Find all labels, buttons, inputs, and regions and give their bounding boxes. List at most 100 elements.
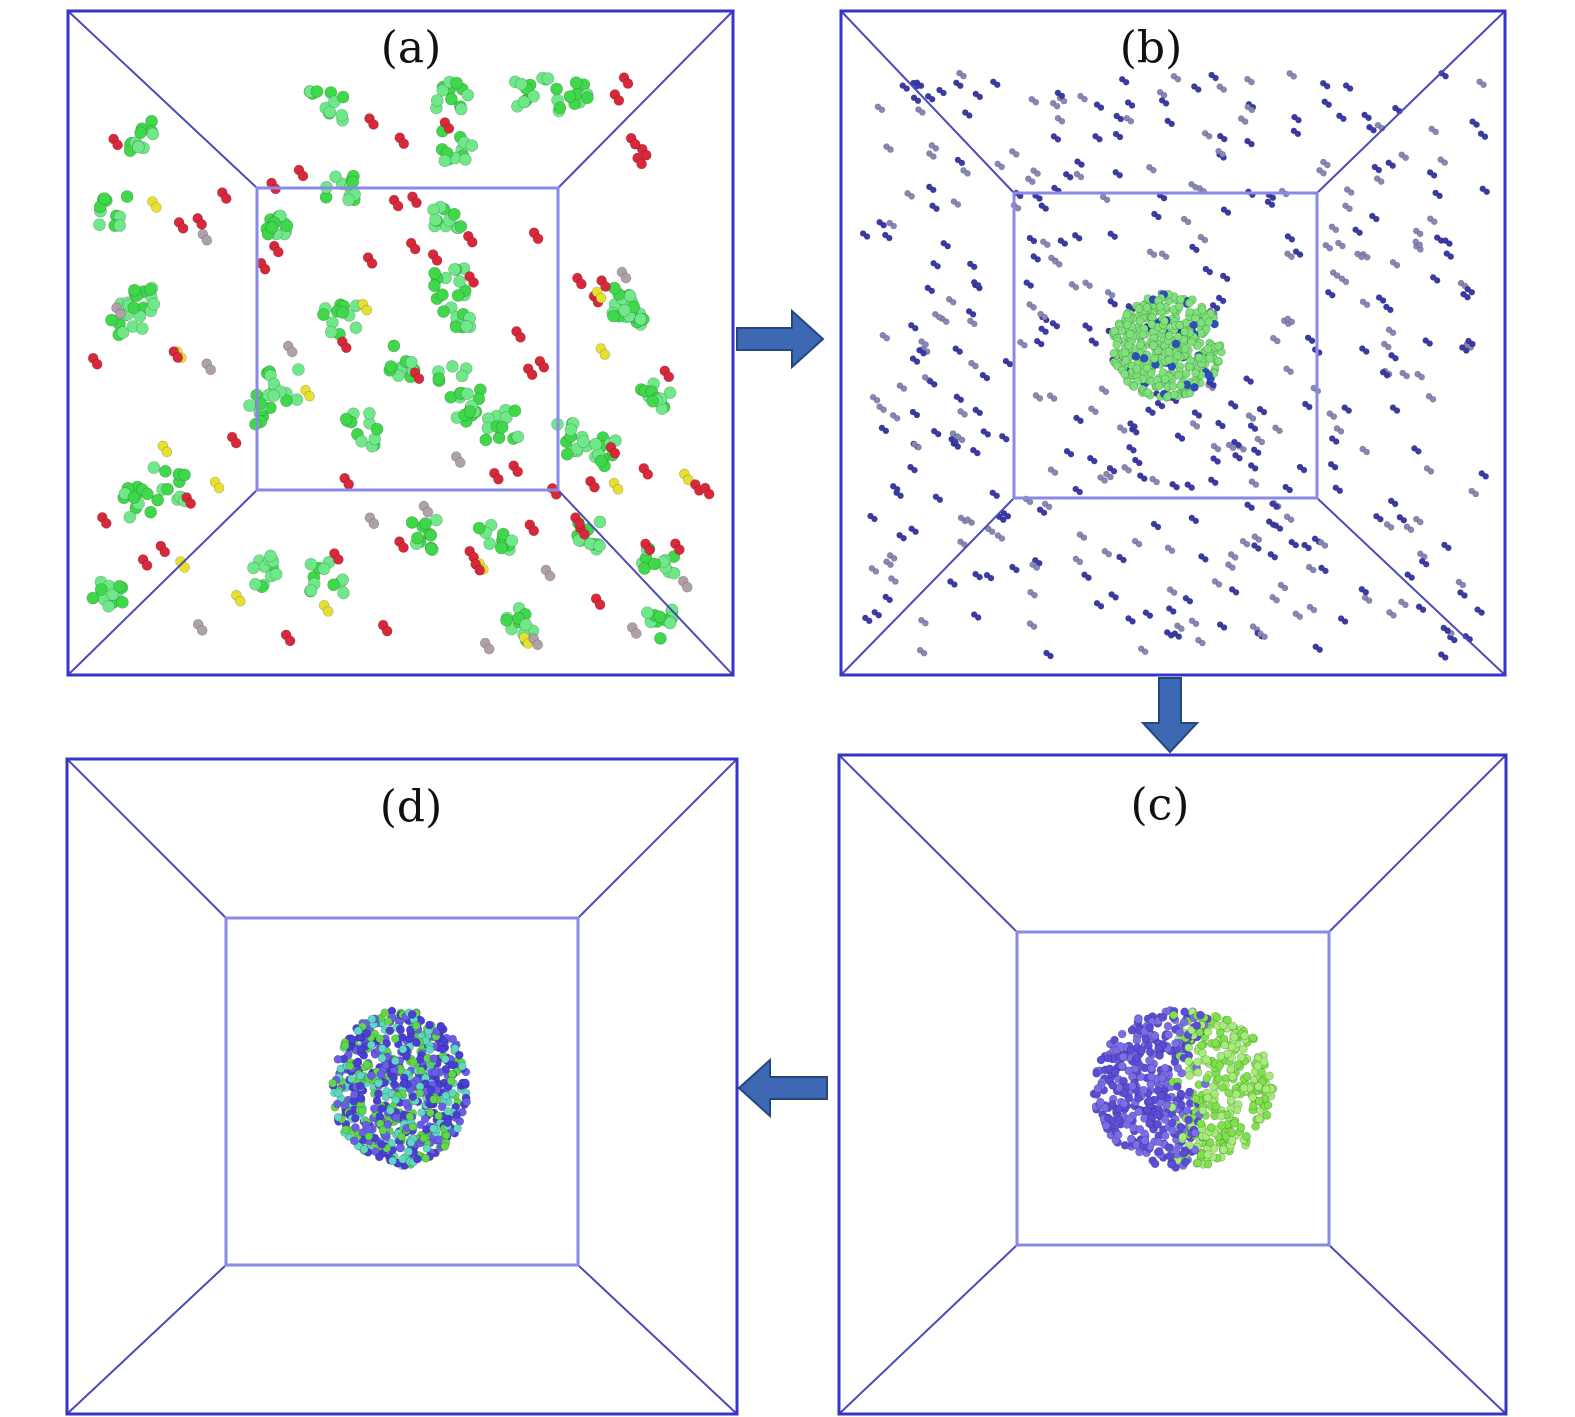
particle <box>343 478 355 490</box>
particle <box>612 483 624 495</box>
particle <box>364 1124 374 1134</box>
particle <box>1263 1100 1273 1110</box>
particle <box>1110 1035 1119 1045</box>
particle <box>1160 1063 1170 1073</box>
particle <box>1239 1044 1248 1054</box>
particle <box>934 262 941 270</box>
particle <box>419 1133 429 1143</box>
particle <box>1463 347 1470 354</box>
particle <box>116 595 129 609</box>
boxes <box>65 9 1508 1416</box>
particle <box>468 277 479 288</box>
particle <box>213 482 225 494</box>
particle <box>1178 435 1186 442</box>
particle <box>1447 253 1455 260</box>
particle <box>436 1021 446 1031</box>
particle <box>1444 627 1451 635</box>
particle <box>970 320 978 328</box>
particle <box>416 1066 426 1075</box>
particle <box>663 386 677 400</box>
particle <box>161 482 174 496</box>
particle <box>1271 553 1279 561</box>
particle <box>1118 1052 1128 1062</box>
particle <box>890 222 898 230</box>
particle <box>1422 560 1430 568</box>
particle <box>956 348 964 355</box>
particle <box>998 163 1006 171</box>
particle <box>1215 1061 1224 1070</box>
edge <box>838 754 1018 933</box>
particle <box>269 567 283 581</box>
particle <box>1212 74 1219 82</box>
particle <box>376 1070 386 1079</box>
particle <box>958 159 966 167</box>
particle <box>1342 278 1350 286</box>
particle <box>230 437 242 449</box>
particle <box>1383 371 1391 379</box>
particle <box>654 632 667 645</box>
particle <box>1125 466 1132 474</box>
particle <box>425 1108 435 1118</box>
particle <box>1257 1068 1266 1077</box>
particle <box>1402 601 1409 609</box>
particle <box>127 491 141 504</box>
particle <box>1392 354 1399 362</box>
particle <box>247 561 260 575</box>
particle <box>976 573 983 581</box>
particle <box>942 318 950 326</box>
edge <box>557 489 734 676</box>
particle <box>1034 170 1041 177</box>
particle <box>1013 566 1020 574</box>
particle <box>887 146 894 153</box>
particle <box>1136 340 1145 350</box>
particle <box>429 1124 438 1133</box>
particle <box>411 1021 421 1031</box>
particle <box>1131 423 1138 430</box>
particle <box>1191 368 1200 378</box>
particle <box>1273 596 1280 604</box>
particle <box>1441 159 1448 166</box>
particle <box>1156 1091 1165 1101</box>
particle <box>1096 1055 1106 1065</box>
particle <box>1154 1043 1163 1053</box>
particle <box>1232 589 1240 596</box>
particle <box>1192 517 1200 525</box>
particle <box>1126 1045 1136 1055</box>
particle <box>620 272 632 284</box>
particle <box>93 218 106 232</box>
particle <box>1387 524 1395 531</box>
particle <box>264 549 277 563</box>
particle <box>205 364 216 376</box>
particle <box>595 292 607 304</box>
particle <box>151 202 162 213</box>
particle <box>1211 1102 1221 1111</box>
panel-label: (c) <box>1131 780 1190 831</box>
particle <box>893 414 901 422</box>
particle <box>1258 438 1266 446</box>
particle <box>1179 1017 1189 1027</box>
particle <box>1379 297 1387 304</box>
particle <box>113 219 126 232</box>
particle <box>1030 623 1038 630</box>
particle <box>922 619 929 627</box>
particle <box>1108 1081 1117 1090</box>
particle <box>1053 102 1061 110</box>
particle <box>1164 1143 1174 1152</box>
particle <box>438 1044 448 1054</box>
particle <box>1006 360 1014 368</box>
particle <box>1445 544 1452 552</box>
particle <box>422 506 434 518</box>
particle <box>886 596 894 604</box>
particle <box>613 95 625 106</box>
particle <box>1158 402 1166 410</box>
particle <box>335 108 349 122</box>
particle <box>1203 1027 1213 1037</box>
particle <box>1426 340 1433 347</box>
particle <box>1228 1072 1237 1081</box>
particle <box>441 1091 451 1101</box>
particle <box>422 1125 431 1134</box>
particle <box>1140 1136 1150 1145</box>
particle <box>450 1044 460 1053</box>
particle <box>1153 1110 1162 1120</box>
particle <box>674 544 685 556</box>
